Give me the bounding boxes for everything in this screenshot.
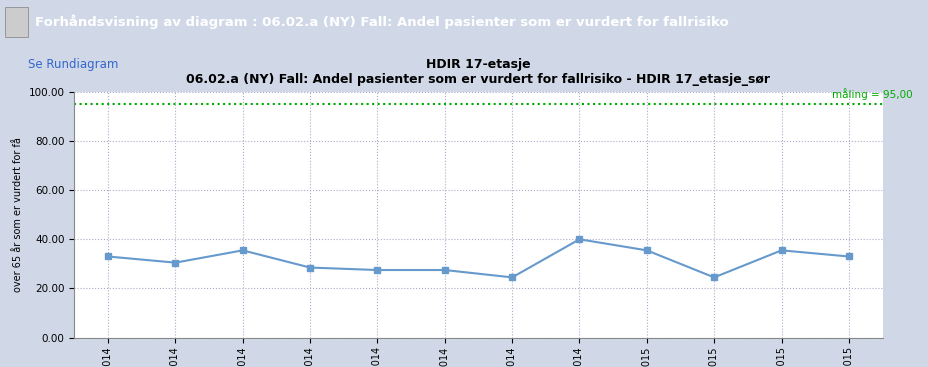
- Text: Forhåndsvisning av diagram : 06.02.a (NY) Fall: Andel pasienter som er vurdert f: Forhåndsvisning av diagram : 06.02.a (NY…: [35, 15, 728, 29]
- Text: Se Rundiagram: Se Rundiagram: [28, 58, 118, 71]
- Title: HDIR 17-etasje
06.02.a (NY) Fall: Andel pasienter som er vurdert for fallrisiko : HDIR 17-etasje 06.02.a (NY) Fall: Andel …: [187, 58, 769, 86]
- Text: måling = 95,00: måling = 95,00: [831, 88, 912, 100]
- FancyBboxPatch shape: [5, 7, 28, 37]
- Y-axis label: over 65 år som er vurdert for få: over 65 år som er vurdert for få: [13, 137, 23, 292]
